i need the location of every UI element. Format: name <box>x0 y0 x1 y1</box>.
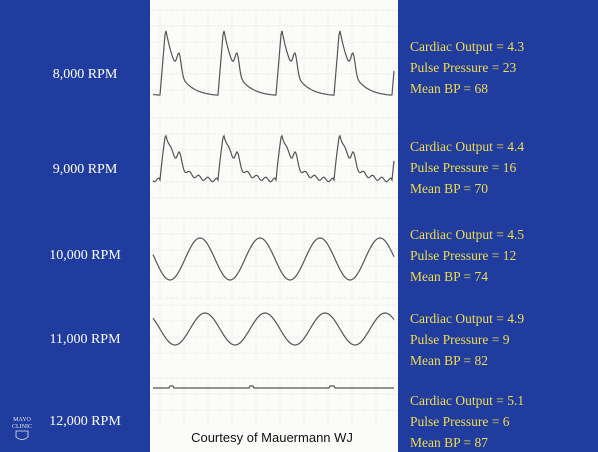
logo-text: MAYO <box>13 417 31 423</box>
measurement: Pulse Pressure = 6 <box>410 414 510 429</box>
measurement: Mean BP = 74 <box>410 269 488 284</box>
rpm-label: 10,000 RPM <box>49 248 121 263</box>
rpm-label: 11,000 RPM <box>49 332 121 347</box>
measurement: Mean BP = 82 <box>410 353 488 368</box>
measurement: Cardiac Output = 4.4 <box>410 139 524 154</box>
measurement: Cardiac Output = 4.5 <box>410 227 524 242</box>
rpm-label: 8,000 RPM <box>53 67 118 82</box>
slide: Courtesy of Mauermann WJ MAYO CLINIC 8,0… <box>0 0 598 452</box>
measurement: Pulse Pressure = 12 <box>410 248 516 263</box>
tracing-panel <box>150 0 398 452</box>
caption: Courtesy of Mauermann WJ <box>191 430 353 445</box>
measurement: Mean BP = 68 <box>410 81 488 96</box>
measurement: Cardiac Output = 4.3 <box>410 39 524 54</box>
measurement: Cardiac Output = 5.1 <box>410 393 524 408</box>
measurement: Pulse Pressure = 16 <box>410 160 516 175</box>
measurement: Mean BP = 87 <box>410 435 488 450</box>
measurement: Pulse Pressure = 9 <box>410 332 510 347</box>
measurement: Cardiac Output = 4.9 <box>410 311 524 326</box>
measurement: Pulse Pressure = 23 <box>410 60 516 75</box>
rpm-label: 12,000 RPM <box>49 414 121 429</box>
rpm-label: 9,000 RPM <box>53 162 118 177</box>
measurement: Mean BP = 70 <box>410 181 488 196</box>
logo-text: CLINIC <box>12 424 32 430</box>
